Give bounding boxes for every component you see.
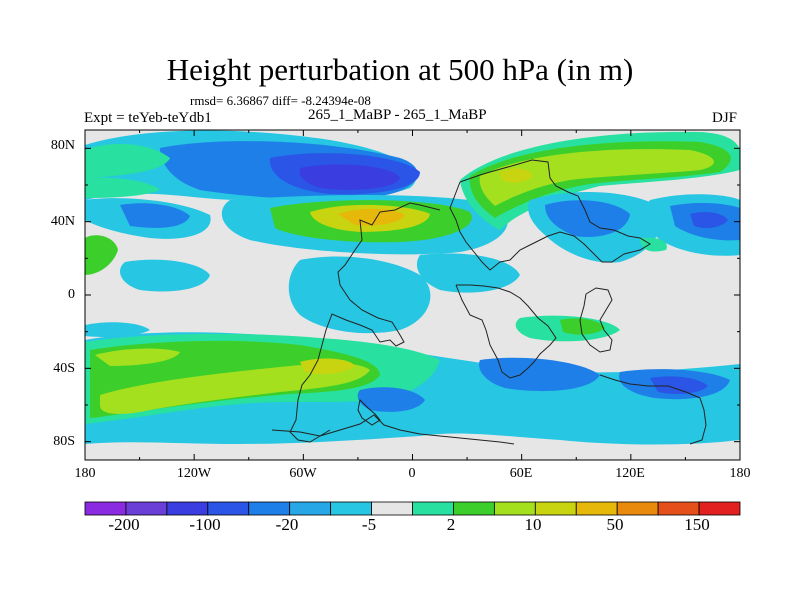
colorbar-swatch (616, 501, 659, 516)
contour-mid-teal (640, 237, 667, 252)
coastline-americas (289, 202, 441, 443)
contour-south-dark-blue (650, 376, 708, 394)
lat-label-40s: 40S (53, 361, 75, 376)
contour-ne-yellow (500, 168, 533, 183)
lon-label-0: 0 (408, 466, 416, 481)
lat-label-40n: 40N (50, 214, 75, 229)
experiment-label: Expt = teYeb-teYdb1 (84, 110, 212, 126)
coastline-south-am-tip (357, 398, 381, 426)
contour-south-yellow (300, 358, 355, 374)
contour-south-blue-1 (357, 387, 425, 412)
colorbar-swatch (166, 501, 209, 516)
colorbar-swatch (534, 501, 577, 516)
lon-label-180e: 180 (729, 466, 751, 481)
coastline-antarctic (271, 414, 515, 445)
colorbar-label: 150 (684, 515, 710, 534)
colorbar-swatch (371, 501, 413, 516)
contour-ne-light-green (479, 149, 714, 206)
colorbar-swatch (330, 501, 372, 516)
colorbar-swatch (453, 501, 495, 516)
lon-label-120e: 120E (615, 466, 645, 481)
contour-field (85, 130, 740, 460)
contour-west-blue (120, 203, 190, 228)
colorbar-label: 2 (446, 515, 456, 534)
contour-tropic-green (560, 318, 605, 335)
contour-tropic-light-blue-1 (288, 256, 431, 334)
contour-west-teal-strip (85, 177, 160, 198)
plot-title: Height perturbation at 500 hPa (in m) (166, 52, 634, 87)
colorbar-label: -5 (361, 515, 377, 534)
contour-north-dark-blue (299, 164, 400, 190)
lon-label-60e: 60E (509, 466, 533, 481)
lat-label-80n: 80N (50, 138, 75, 153)
case-label: 265_1_MaBP - 265_1_MaBP (308, 107, 487, 123)
contour-40n-gold (338, 208, 405, 226)
colorbar-swatch (493, 501, 536, 516)
contour-west-green (85, 235, 118, 275)
contour-tropic-light-blue-2 (120, 259, 210, 292)
contour-east-blue (545, 200, 630, 238)
contour-south-light-green (100, 363, 370, 414)
contour-south-pacific-light-blue (85, 322, 150, 338)
colorbar-swatch (412, 501, 454, 516)
contour-tropic-light-blue-3 (416, 253, 520, 293)
colorbar-label: -100 (189, 515, 221, 534)
colorbar-swatch (698, 501, 741, 516)
colorbar-swatch (84, 501, 127, 516)
colorbar-label: -20 (275, 515, 299, 534)
contour-north-teal (85, 143, 170, 178)
stats-line: rmsd= 6.36867 diff= -8.24394e-08 (190, 93, 371, 108)
axis-ticks (84, 130, 741, 460)
colorbar (84, 501, 741, 516)
colorbar-swatch (248, 501, 291, 516)
lon-label-120w: 120W (176, 466, 212, 481)
contour-south-light-green-2 (95, 348, 180, 366)
colorbar-swatch (289, 501, 332, 516)
coastline-australia (599, 374, 707, 445)
lat-label-0: 0 (68, 287, 75, 302)
lon-label-180w: 180 (74, 466, 96, 481)
colorbar-swatch (207, 501, 250, 516)
contour-pacific-dark-blue (690, 212, 728, 228)
colorbar-swatch (575, 501, 618, 516)
colorbar-swatch (657, 501, 700, 516)
colorbar-label: 10 (524, 515, 542, 534)
contour-south-blue-2 (479, 357, 600, 392)
coastline-eurasia (449, 159, 651, 271)
colorbar-swatch (125, 501, 168, 516)
coastlines (271, 159, 707, 445)
coastline-africa (455, 284, 557, 379)
lon-label-60w: 60W (289, 466, 317, 481)
lat-label-80s: 80S (53, 434, 75, 449)
colorbar-label: -200 (108, 515, 140, 534)
season-label: DJF (712, 110, 738, 126)
colorbar-label: 50 (606, 515, 624, 534)
coastline-indonesia (579, 287, 613, 353)
